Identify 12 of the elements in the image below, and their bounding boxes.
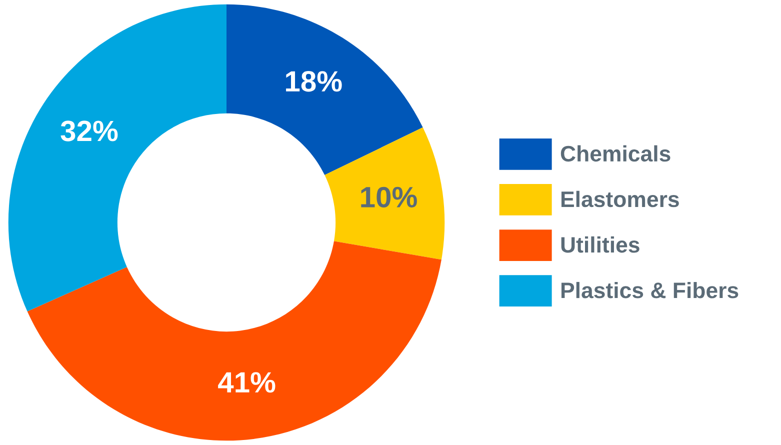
data-label: 32%	[60, 120, 118, 142]
donut-slice	[324, 127, 445, 260]
donut-slice	[8, 4, 226, 312]
donut-slice	[27, 241, 442, 441]
legend-label: Plastics & Fibers	[561, 282, 738, 298]
data-label: 10%	[361, 186, 417, 208]
legend-label: Utilities	[561, 236, 640, 253]
legend-label: Chemicals	[560, 145, 670, 162]
data-label: 41%	[218, 372, 276, 393]
donut-slice	[226, 4, 423, 175]
legend-label: Elastomers	[561, 190, 679, 208]
data-label: 18%	[286, 71, 342, 92]
